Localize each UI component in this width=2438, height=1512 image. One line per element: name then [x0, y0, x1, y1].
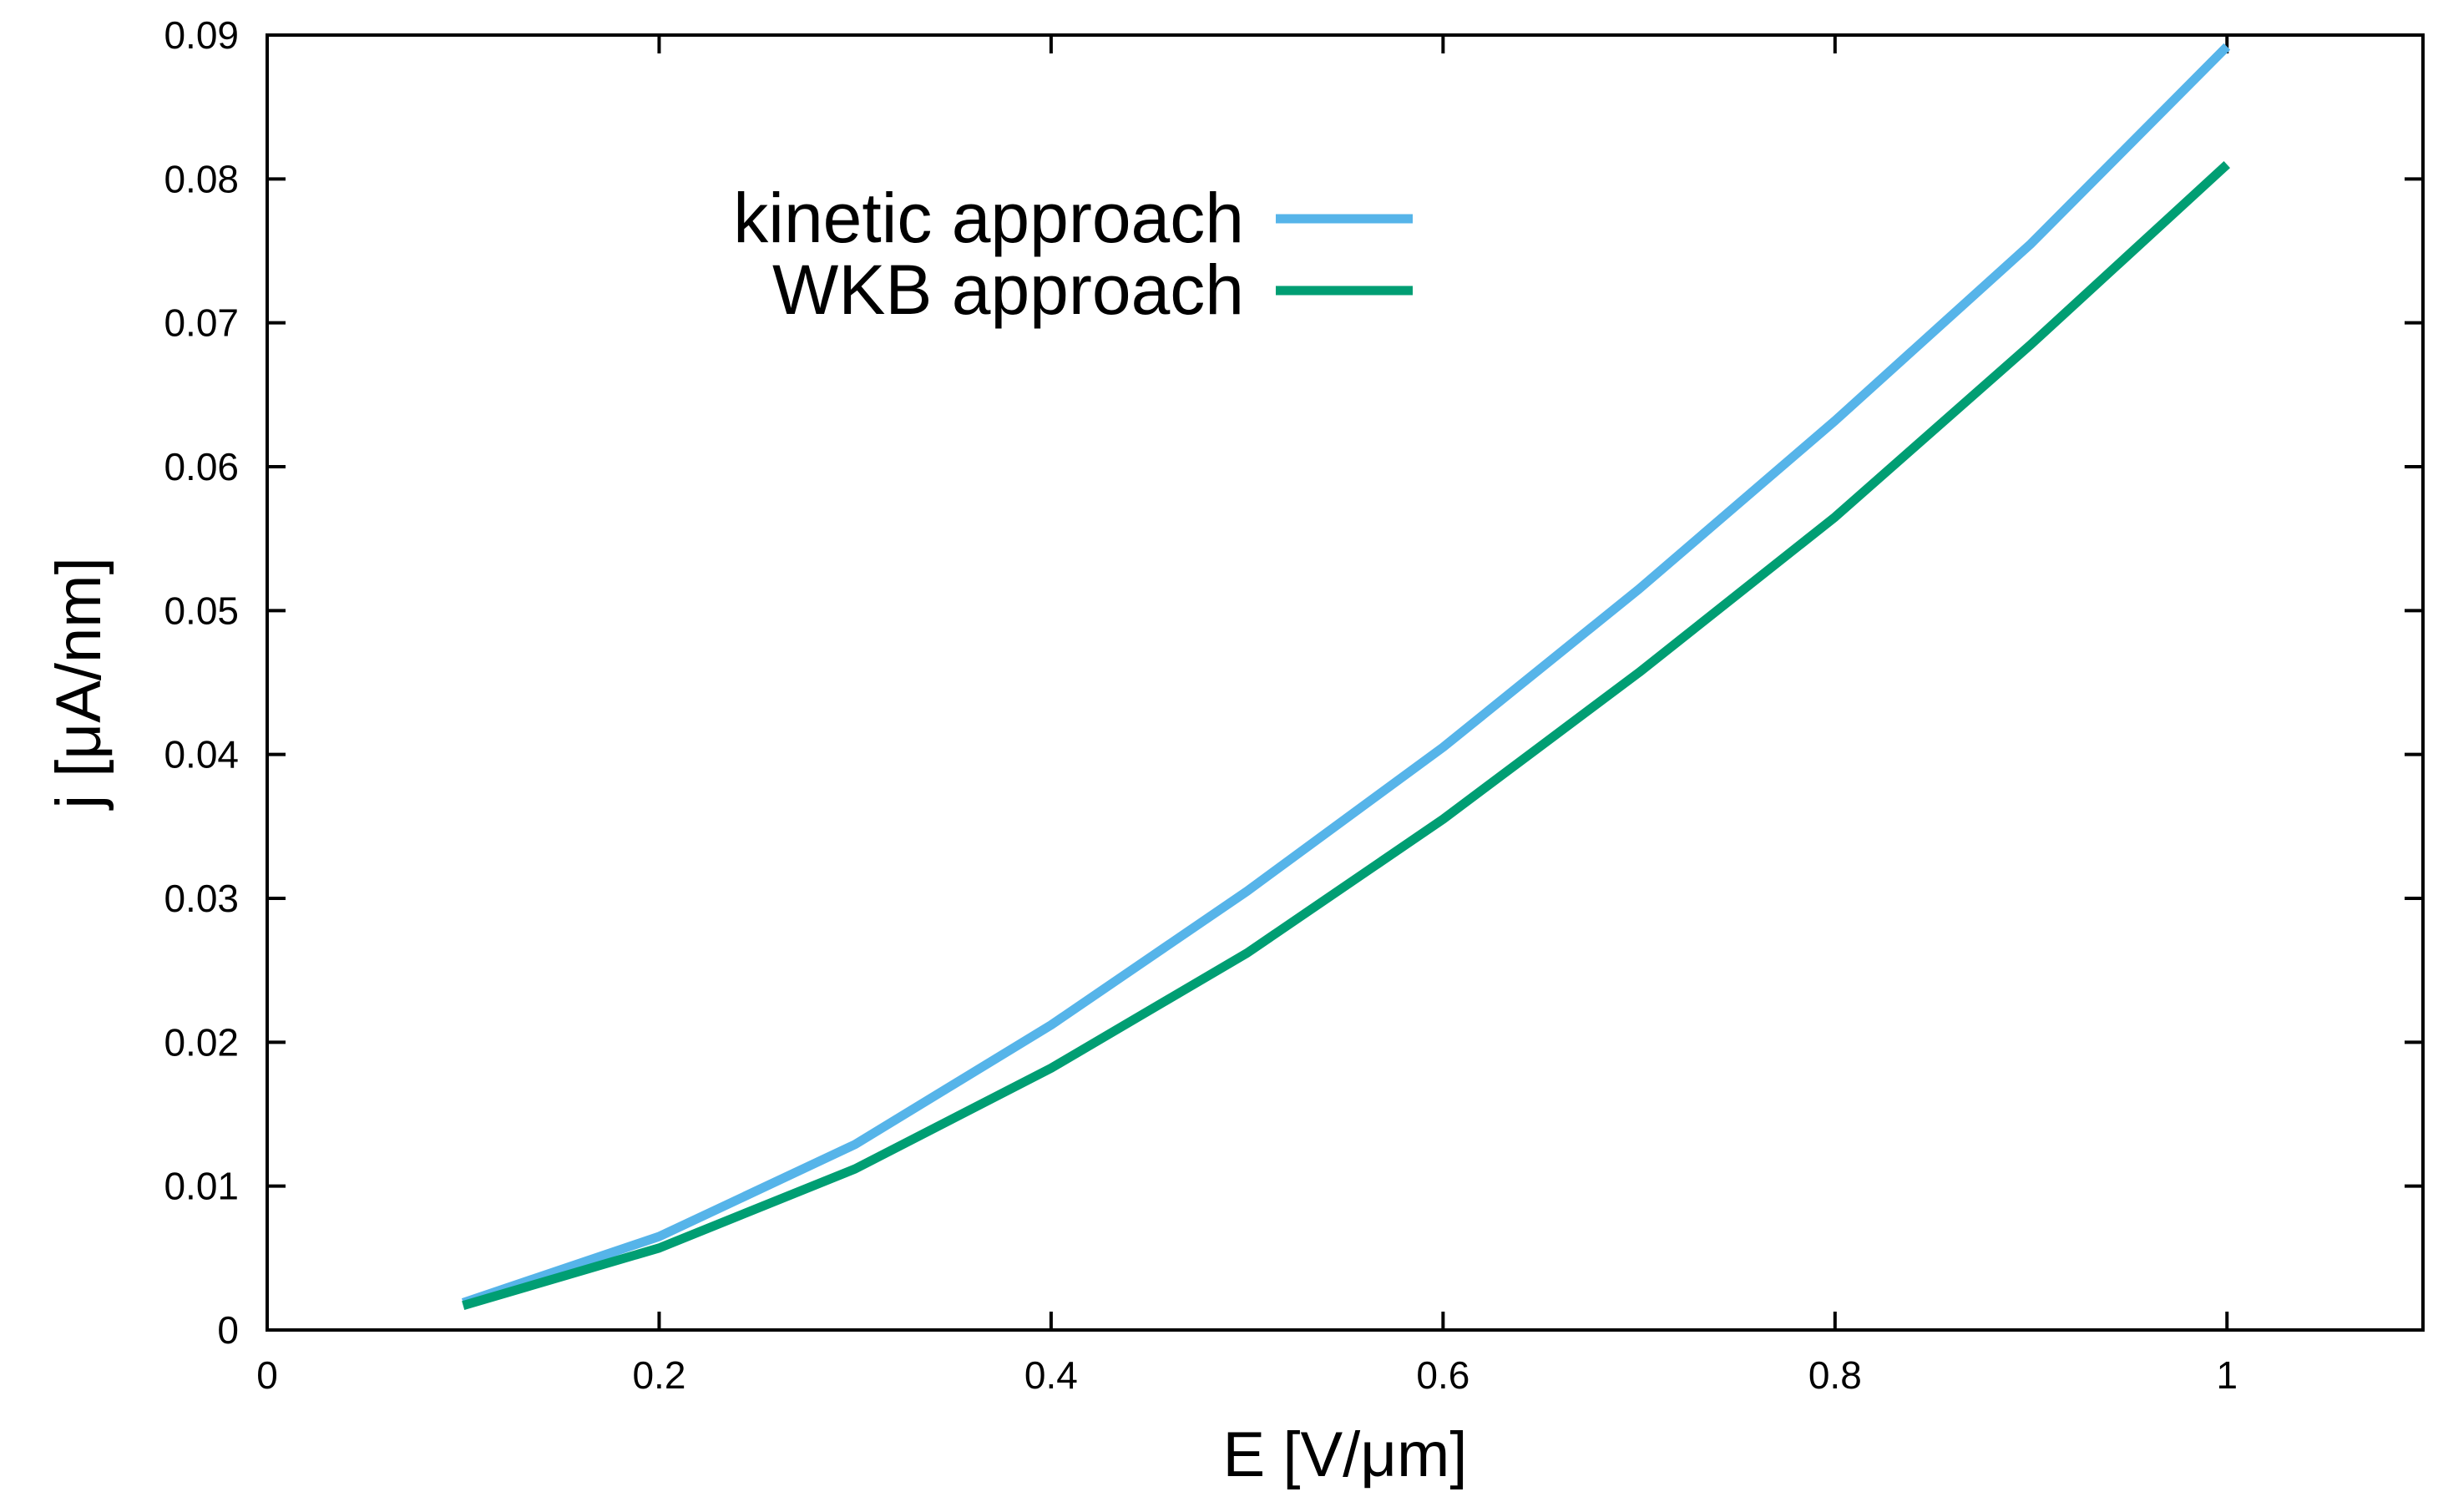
x-tick-label: 0.2 [632, 1353, 685, 1397]
y-tick-label: 0.02 [164, 1020, 239, 1064]
x-tick-label: 0.6 [1416, 1353, 1469, 1397]
y-axis-title: j [μA/nm] [43, 557, 114, 810]
y-tick-label: 0.04 [164, 733, 239, 776]
x-tick-label: 0.4 [1024, 1353, 1078, 1397]
y-tick-label: 0.07 [164, 301, 239, 345]
y-tick-label: 0.03 [164, 877, 239, 920]
plot-frame [266, 33, 2425, 1332]
y-tick-label: 0 [217, 1308, 239, 1352]
y-tick-label: 0.01 [164, 1165, 239, 1208]
series-lines [461, 43, 2231, 1310]
x-tick-label: 0.8 [1808, 1353, 1862, 1397]
x-axis-title: E [V/μm] [1223, 1419, 1468, 1490]
series-line-wkb [462, 161, 2231, 1310]
y-tick-label: 0.08 [164, 157, 239, 200]
x-tick-label: 0 [256, 1353, 278, 1397]
legend-label: WKB approach [772, 250, 1244, 329]
axis-ticks: 0 0.2 0.4 0.6 0.8 1 0 0.01 0.02 0.03 0.04 0.05 0.06 0… [164, 13, 2423, 1397]
x-tick-label: 1 [2216, 1353, 2238, 1397]
y-tick-label: 0.09 [164, 13, 239, 57]
series-line-kinetic [461, 43, 2231, 1307]
legend-label: kinetic approach [733, 179, 1244, 257]
y-tick-label: 0.05 [164, 589, 239, 632]
y-tick-label: 0.06 [164, 445, 239, 488]
